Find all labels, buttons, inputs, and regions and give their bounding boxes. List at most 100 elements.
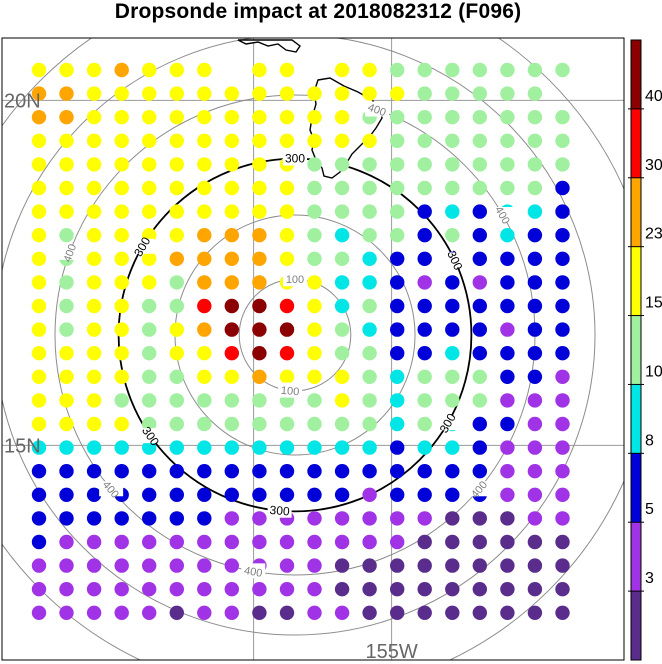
- dropsonde-point: [390, 440, 405, 455]
- dropsonde-point: [279, 346, 295, 361]
- dropsonde-point: [500, 369, 515, 384]
- dropsonde-point: [279, 487, 295, 502]
- dropsonde-point: [472, 133, 487, 148]
- dropsonde-point: [555, 464, 570, 479]
- dropsonde-point: [527, 416, 543, 432]
- dropsonde-point: [114, 204, 129, 219]
- dropsonde-point: [169, 393, 184, 408]
- contour-label-bg: [138, 428, 163, 444]
- colorbar-segment: [631, 522, 641, 592]
- dropsonde-point: [362, 251, 377, 266]
- dropsonde-point: [500, 110, 515, 125]
- dropsonde-point: [390, 511, 405, 526]
- colorbar-segment: [631, 315, 641, 385]
- dropsonde-point: [417, 157, 432, 172]
- dropsonde-point: [445, 298, 460, 314]
- latitude-label: 15N: [4, 435, 41, 457]
- dropsonde-point: [279, 369, 295, 384]
- colorbar-segment: [631, 40, 641, 110]
- dropsonde-point: [417, 86, 432, 101]
- contour-label-400: 400: [243, 565, 263, 580]
- dropsonde-point: [169, 204, 184, 219]
- dropsonde-point: [472, 464, 487, 479]
- dropsonde-point: [445, 369, 460, 384]
- dropsonde-point: [197, 369, 212, 384]
- dropsonde-point: [31, 534, 47, 550]
- dropsonde-point: [307, 534, 322, 550]
- dropsonde-point: [59, 133, 74, 148]
- dropsonde-point: [334, 511, 350, 526]
- dropsonde-point: [142, 275, 157, 290]
- dropsonde-point: [142, 393, 157, 408]
- dropsonde-point: [334, 251, 350, 266]
- dropsonde-point: [445, 228, 460, 243]
- dropsonde-point: [334, 86, 350, 101]
- dropsonde-point: [334, 62, 350, 78]
- contour-label-100: 100: [286, 274, 304, 286]
- dropsonde-point: [390, 180, 405, 196]
- dropsonde-point: [86, 369, 102, 384]
- dropsonde-point: [527, 487, 543, 502]
- dropsonde-point: [31, 322, 47, 337]
- dropsonde-point: [59, 393, 74, 408]
- dropsonde-point: [197, 582, 212, 597]
- dropsonde-point: [390, 275, 405, 290]
- dropsonde-point: [390, 487, 405, 502]
- dropsonde-point: [31, 346, 47, 361]
- dropsonde-point: [472, 534, 487, 550]
- dropsonde-point: [417, 62, 432, 78]
- dropsonde-point: [362, 346, 377, 361]
- dropsonde-point: [169, 275, 184, 290]
- dropsonde-point: [555, 369, 570, 384]
- dropsonde-point: [307, 204, 322, 219]
- dropsonde-point: [527, 322, 543, 337]
- dropsonde-point: [334, 228, 350, 243]
- dropsonde-point: [445, 133, 460, 148]
- dropsonde-point: [86, 582, 102, 597]
- dropsonde-point: [445, 534, 460, 550]
- dropsonde-point: [114, 62, 129, 78]
- dropsonde-point: [555, 204, 570, 219]
- contour-label-bg: [283, 271, 307, 287]
- dropsonde-point: [114, 133, 129, 148]
- dropsonde-point: [362, 275, 377, 290]
- dropsonde-point: [472, 275, 487, 290]
- dropsonde-point: [31, 133, 47, 148]
- dropsonde-point: [307, 133, 322, 148]
- dropsonde-point: [224, 511, 239, 526]
- dropsonde-point: [31, 298, 47, 314]
- dropsonde-point: [307, 582, 322, 597]
- dropsonde-point: [390, 298, 405, 314]
- dropsonde-point: [31, 605, 47, 620]
- dropsonde-point: [334, 558, 350, 573]
- dropsonde-point: [169, 511, 184, 526]
- dropsonde-point: [224, 322, 239, 337]
- dropsonde-point: [417, 346, 432, 361]
- dropsonde-point: [334, 322, 350, 337]
- dropsonde-point: [31, 86, 47, 101]
- dropsonde-point: [197, 534, 212, 550]
- colorbar-tick-label: 40: [645, 88, 662, 105]
- dropsonde-point: [252, 605, 267, 620]
- dropsonde-point: [86, 393, 102, 408]
- dropsonde-point: [252, 275, 267, 290]
- dropsonde-point: [527, 298, 543, 314]
- dropsonde-point: [417, 180, 432, 196]
- dropsonde-point: [197, 228, 212, 243]
- dropsonde-point: [59, 605, 74, 620]
- dropsonde-point: [445, 62, 460, 78]
- dropsonde-point: [169, 298, 184, 314]
- dropsonde-point: [31, 275, 47, 290]
- dropsonde-point: [555, 582, 570, 597]
- dropsonde-point: [197, 110, 212, 125]
- dropsonde-point: [334, 298, 350, 314]
- dropsonde-point: [307, 322, 322, 337]
- dropsonde-point: [169, 86, 184, 101]
- dropsonde-point: [555, 487, 570, 502]
- dropsonde-point: [472, 605, 487, 620]
- dropsonde-point: [307, 275, 322, 290]
- dropsonde-point: [114, 346, 129, 361]
- dropsonde-point: [445, 558, 460, 573]
- dropsonde-point: [224, 251, 239, 266]
- dropsonde-point: [390, 534, 405, 550]
